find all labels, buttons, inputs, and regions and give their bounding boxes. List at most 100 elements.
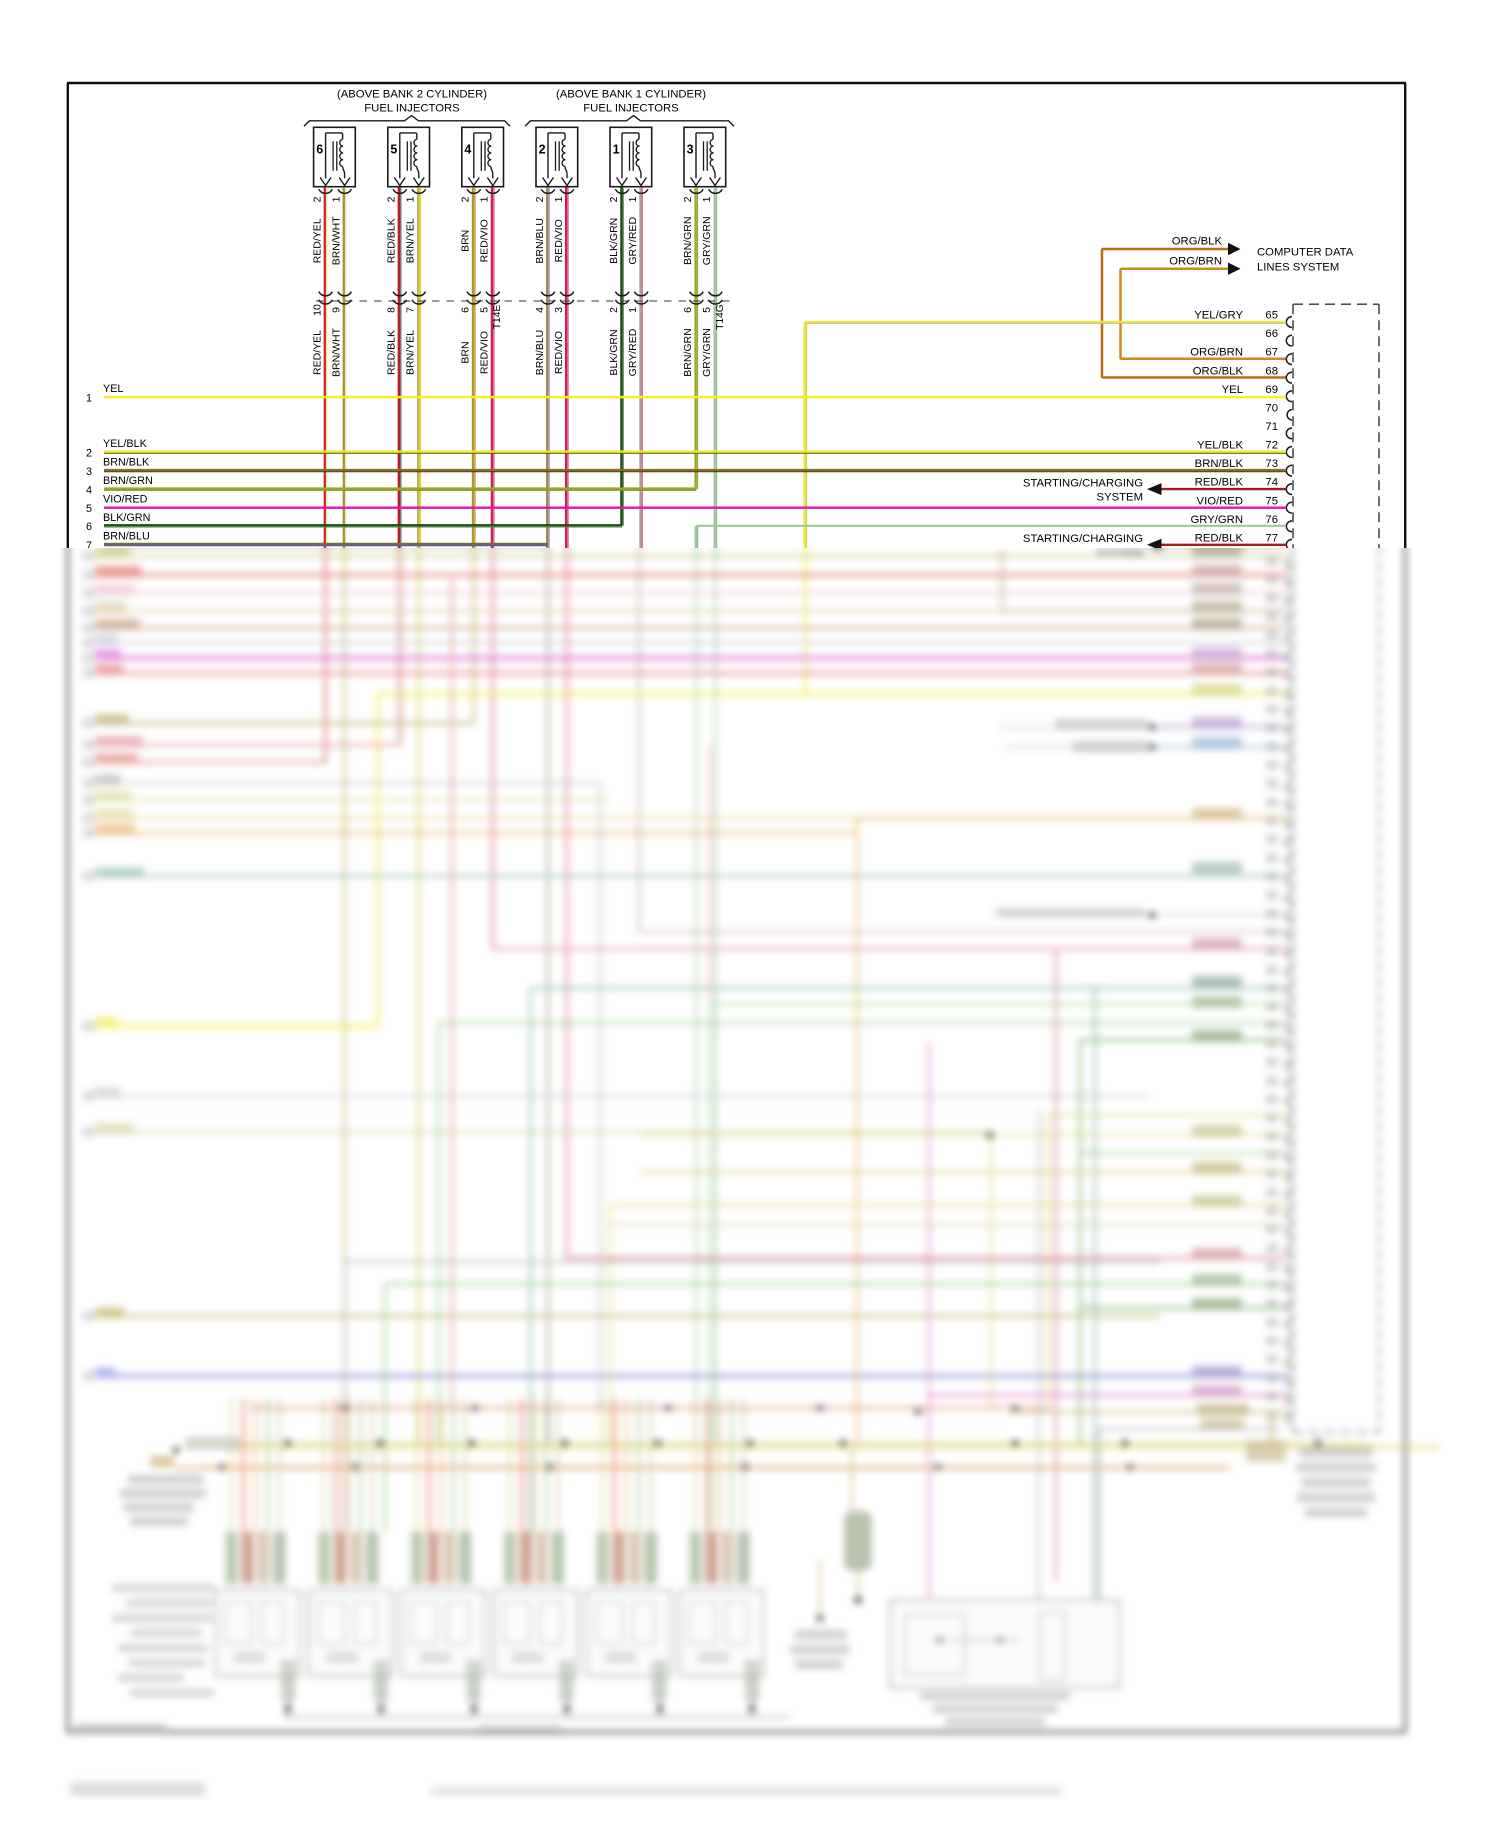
svg-text:2: 2 xyxy=(386,196,398,202)
svg-text:FUEL INJECTORS: FUEL INJECTORS xyxy=(583,103,679,115)
svg-text:4: 4 xyxy=(86,484,92,496)
svg-text:68: 68 xyxy=(1265,365,1278,377)
svg-text:4: 4 xyxy=(464,142,471,156)
svg-text:T14E: T14E xyxy=(492,305,503,330)
svg-text:70: 70 xyxy=(1265,403,1278,415)
svg-text:5: 5 xyxy=(701,307,713,313)
svg-text:STARTING/CHARGING: STARTING/CHARGING xyxy=(1023,533,1143,545)
svg-text:BRN: BRN xyxy=(460,230,472,252)
svg-text:6: 6 xyxy=(460,307,472,313)
svg-text:9: 9 xyxy=(330,307,342,313)
svg-text:6: 6 xyxy=(86,521,92,533)
svg-text:SYSTEM: SYSTEM xyxy=(1097,548,1143,559)
svg-text:76: 76 xyxy=(1265,514,1278,526)
svg-text:5: 5 xyxy=(479,307,491,313)
svg-text:ORG/BRN: ORG/BRN xyxy=(1190,347,1243,359)
svg-text:ORG/BRN: ORG/BRN xyxy=(1169,255,1222,267)
svg-text:3: 3 xyxy=(553,307,565,313)
svg-text:1: 1 xyxy=(701,196,713,202)
svg-text:BRN/GRN: BRN/GRN xyxy=(103,475,153,487)
svg-text:10: 10 xyxy=(311,304,323,316)
svg-text:2: 2 xyxy=(608,307,620,313)
svg-text:RED/VIO: RED/VIO xyxy=(553,331,565,374)
svg-text:7: 7 xyxy=(405,307,417,313)
svg-text:2: 2 xyxy=(86,448,92,460)
svg-text:66: 66 xyxy=(1265,328,1278,340)
svg-text:75: 75 xyxy=(1265,495,1278,507)
svg-text:RED/BLK: RED/BLK xyxy=(1195,532,1244,544)
svg-text:3: 3 xyxy=(86,466,92,478)
svg-text:6: 6 xyxy=(316,142,323,156)
svg-text:VIO/RED: VIO/RED xyxy=(103,494,148,506)
svg-text:RED/VIO: RED/VIO xyxy=(479,331,491,374)
svg-text:3: 3 xyxy=(687,142,694,156)
svg-text:1: 1 xyxy=(405,196,417,202)
svg-text:YEL/GRY: YEL/GRY xyxy=(1194,310,1243,322)
svg-text:4: 4 xyxy=(534,307,546,313)
svg-text:BRN/BLU: BRN/BLU xyxy=(534,218,546,264)
svg-text:5: 5 xyxy=(86,503,92,515)
svg-text:2: 2 xyxy=(608,196,620,202)
svg-text:T14G: T14G xyxy=(715,304,726,330)
svg-text:BRN/YEL: BRN/YEL xyxy=(405,218,417,263)
svg-text:RED/VIO: RED/VIO xyxy=(479,219,491,262)
svg-text:LINES SYSTEM: LINES SYSTEM xyxy=(1257,262,1339,274)
svg-text:BRN/BLU: BRN/BLU xyxy=(534,330,546,376)
svg-text:2: 2 xyxy=(534,196,546,202)
svg-text:2: 2 xyxy=(460,196,472,202)
svg-text:RED/BLK: RED/BLK xyxy=(386,218,398,263)
svg-text:GRY/GRN: GRY/GRN xyxy=(1190,514,1243,526)
svg-text:74: 74 xyxy=(1265,477,1278,489)
svg-text:BLK/GRN: BLK/GRN xyxy=(608,329,620,375)
svg-text:1: 1 xyxy=(86,392,92,404)
svg-text:1: 1 xyxy=(613,142,620,156)
svg-text:7: 7 xyxy=(86,540,92,552)
svg-text:72: 72 xyxy=(1265,440,1278,452)
svg-text:GRY/RED: GRY/RED xyxy=(627,328,639,376)
svg-text:1: 1 xyxy=(479,196,491,202)
svg-text:1: 1 xyxy=(627,196,639,202)
svg-text:STARTING/CHARGING: STARTING/CHARGING xyxy=(1023,477,1143,489)
svg-text:1: 1 xyxy=(627,307,639,313)
svg-text:BRN: BRN xyxy=(460,341,472,363)
svg-text:BRN/BLK: BRN/BLK xyxy=(1195,458,1244,470)
svg-text:BRN/WHT: BRN/WHT xyxy=(330,216,342,266)
svg-text:YEL/BLK: YEL/BLK xyxy=(1197,440,1243,452)
svg-text:67: 67 xyxy=(1265,347,1278,359)
svg-text:6: 6 xyxy=(682,307,694,313)
svg-text:(ABOVE BANK 1 CYLINDER): (ABOVE BANK 1 CYLINDER) xyxy=(556,89,706,101)
svg-text:YEL: YEL xyxy=(103,383,123,395)
svg-text:COMPUTER DATA: COMPUTER DATA xyxy=(1257,247,1354,259)
svg-text:YEL/BLK: YEL/BLK xyxy=(103,438,148,450)
svg-text:2: 2 xyxy=(311,196,323,202)
svg-text:BLK/GRN: BLK/GRN xyxy=(608,218,620,264)
svg-text:1: 1 xyxy=(553,196,565,202)
svg-text:(ABOVE BANK 2 CYLINDER): (ABOVE BANK 2 CYLINDER) xyxy=(337,89,487,101)
svg-text:YEL: YEL xyxy=(1222,384,1243,396)
svg-text:GRY/RED: GRY/RED xyxy=(627,217,639,265)
svg-text:BRN/GRN: BRN/GRN xyxy=(682,217,694,265)
svg-text:BLK/GRN: BLK/GRN xyxy=(103,512,150,524)
svg-text:RED/BLK: RED/BLK xyxy=(1195,477,1244,489)
svg-text:GRY/GRN: GRY/GRN xyxy=(701,216,713,265)
svg-text:VIO/RED: VIO/RED xyxy=(1197,495,1243,507)
svg-text:BRN/BLU: BRN/BLU xyxy=(103,531,150,543)
svg-text:RED/YEL: RED/YEL xyxy=(311,218,323,263)
svg-text:BRN/GRN: BRN/GRN xyxy=(682,328,694,376)
svg-text:65: 65 xyxy=(1265,310,1278,322)
svg-text:RED/VIO: RED/VIO xyxy=(553,219,565,262)
svg-text:ORG/BLK: ORG/BLK xyxy=(1193,365,1244,377)
svg-text:2: 2 xyxy=(539,142,546,156)
svg-text:2: 2 xyxy=(682,196,694,202)
svg-text:71: 71 xyxy=(1265,421,1278,433)
svg-text:GRY/GRN: GRY/GRN xyxy=(701,328,713,377)
svg-text:RED/YEL: RED/YEL xyxy=(311,330,323,375)
svg-text:73: 73 xyxy=(1265,458,1278,470)
svg-text:77: 77 xyxy=(1265,532,1278,544)
svg-text:BRN/YEL: BRN/YEL xyxy=(405,330,417,375)
svg-text:RED/BLK: RED/BLK xyxy=(386,330,398,375)
svg-text:1: 1 xyxy=(330,196,342,202)
svg-text:BRN/WHT: BRN/WHT xyxy=(330,327,342,377)
svg-text:FUEL INJECTORS: FUEL INJECTORS xyxy=(364,103,460,115)
svg-text:8: 8 xyxy=(386,307,398,313)
